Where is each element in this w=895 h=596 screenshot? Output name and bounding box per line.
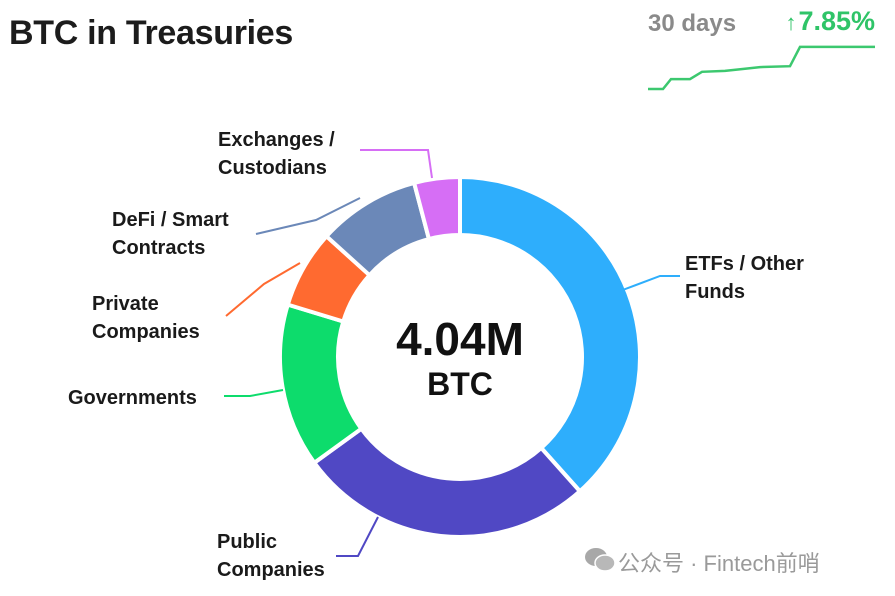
slice-etfs: [458, 175, 642, 494]
leader-line-public-companies: [336, 516, 379, 557]
page-title: BTC in Treasuries: [9, 14, 293, 52]
leader-line-governments: [224, 389, 284, 397]
leader-line-exchanges: [360, 149, 433, 179]
sparkline: [648, 45, 875, 91]
label-private-companies: Private Companies: [92, 293, 200, 343]
slice-governments: [278, 302, 364, 465]
slice-exchanges: [412, 175, 462, 242]
leader-line-defi: [255, 197, 361, 235]
label-governments: Governments: [68, 387, 197, 409]
period-label: 30 days: [648, 10, 737, 37]
center-unit: BTC: [427, 366, 493, 402]
leader-line-etfs: [619, 275, 680, 292]
label-public-companies: Public Companies: [217, 531, 325, 581]
label-etfs: ETFs / Other Funds: [685, 253, 804, 303]
watermark: 公众号 · Fintech前哨: [618, 551, 820, 576]
label-exchanges: Exchanges / Custodians: [218, 129, 335, 179]
center-total: 4.04M: [396, 313, 524, 365]
arrow-up-icon: ↑: [785, 10, 797, 35]
wechat-icon: [585, 548, 616, 572]
label-defi: DeFi / Smart Contracts: [112, 209, 229, 259]
change-percent: 7.85%: [798, 6, 875, 36]
change-value: ↑7.85%: [785, 6, 875, 37]
slice-public-companies: [312, 426, 582, 539]
leader-line-private-companies: [225, 262, 301, 317]
